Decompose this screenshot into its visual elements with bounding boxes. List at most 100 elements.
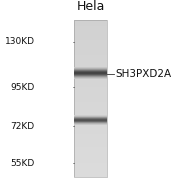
Bar [74, 165, 107, 167]
Bar [74, 149, 107, 151]
Bar [74, 116, 107, 117]
Bar [74, 96, 107, 98]
Bar [74, 145, 107, 147]
Bar [74, 169, 107, 171]
Bar [74, 67, 107, 68]
Bar [74, 59, 107, 61]
Bar [74, 171, 107, 173]
Bar [74, 73, 107, 74]
Bar [74, 94, 107, 96]
Bar [74, 121, 107, 122]
Bar [74, 73, 107, 74]
Bar [74, 83, 107, 85]
Text: SH3PXD2A: SH3PXD2A [115, 69, 172, 79]
Text: 130KD: 130KD [5, 37, 35, 46]
Bar [74, 120, 107, 122]
Bar [74, 74, 107, 75]
Bar [74, 69, 107, 70]
Bar [74, 57, 107, 59]
Bar [74, 120, 107, 121]
Bar [74, 112, 107, 114]
Bar [74, 130, 107, 132]
Bar [74, 124, 107, 125]
Bar [74, 134, 107, 136]
Bar [74, 93, 107, 94]
Bar [74, 124, 107, 126]
Bar [74, 49, 107, 51]
Bar [74, 61, 107, 63]
Bar [74, 121, 107, 122]
Bar [74, 20, 107, 22]
Bar [74, 22, 107, 24]
Bar [74, 132, 107, 134]
Bar [74, 104, 107, 106]
Bar [74, 85, 107, 87]
Bar [74, 122, 107, 124]
Bar [74, 119, 107, 120]
Bar [74, 117, 107, 118]
Bar [74, 151, 107, 153]
Bar [74, 72, 107, 73]
Bar [74, 167, 107, 169]
Bar [74, 87, 107, 89]
Bar [74, 77, 107, 78]
Bar [74, 68, 107, 69]
Bar [74, 157, 107, 159]
Bar [74, 118, 107, 120]
Text: 72KD: 72KD [10, 122, 35, 131]
Bar [74, 173, 107, 175]
Bar [74, 63, 107, 65]
Bar [74, 70, 107, 71]
Bar [74, 115, 107, 116]
Bar [74, 123, 107, 124]
Bar [74, 138, 107, 140]
Bar [74, 72, 107, 73]
Bar [74, 55, 107, 57]
Bar [74, 26, 107, 28]
Bar [74, 115, 107, 116]
Bar [74, 110, 107, 112]
Bar [74, 143, 107, 145]
Bar [74, 20, 107, 177]
Bar [74, 44, 107, 46]
Bar [74, 70, 107, 71]
Bar [74, 51, 107, 53]
Text: Hela: Hela [76, 0, 105, 13]
Bar [74, 136, 107, 138]
Bar [74, 161, 107, 163]
Bar [74, 78, 107, 79]
Bar [74, 46, 107, 48]
Bar [74, 67, 107, 69]
Bar [74, 71, 107, 73]
Bar [74, 106, 107, 108]
Bar [74, 69, 107, 71]
Bar [74, 102, 107, 104]
Bar [74, 74, 107, 75]
Bar [74, 42, 107, 44]
Bar [74, 28, 107, 30]
Bar [74, 116, 107, 118]
Bar [74, 32, 107, 34]
Bar [74, 77, 107, 79]
Text: 55KD: 55KD [10, 159, 35, 168]
Bar [74, 68, 107, 69]
Bar [74, 141, 107, 143]
Bar [74, 98, 107, 100]
Bar [74, 71, 107, 72]
Bar [74, 36, 107, 38]
Bar [74, 155, 107, 157]
Bar [74, 73, 107, 75]
Bar [74, 30, 107, 32]
Bar [74, 38, 107, 40]
Bar [74, 65, 107, 67]
Bar [74, 24, 107, 26]
Bar [74, 91, 107, 93]
Bar [74, 159, 107, 161]
Bar [74, 34, 107, 36]
Bar [74, 124, 107, 125]
Bar [74, 128, 107, 130]
Bar [74, 120, 107, 121]
Bar [74, 126, 107, 128]
Bar [74, 117, 107, 118]
Bar [74, 75, 107, 76]
